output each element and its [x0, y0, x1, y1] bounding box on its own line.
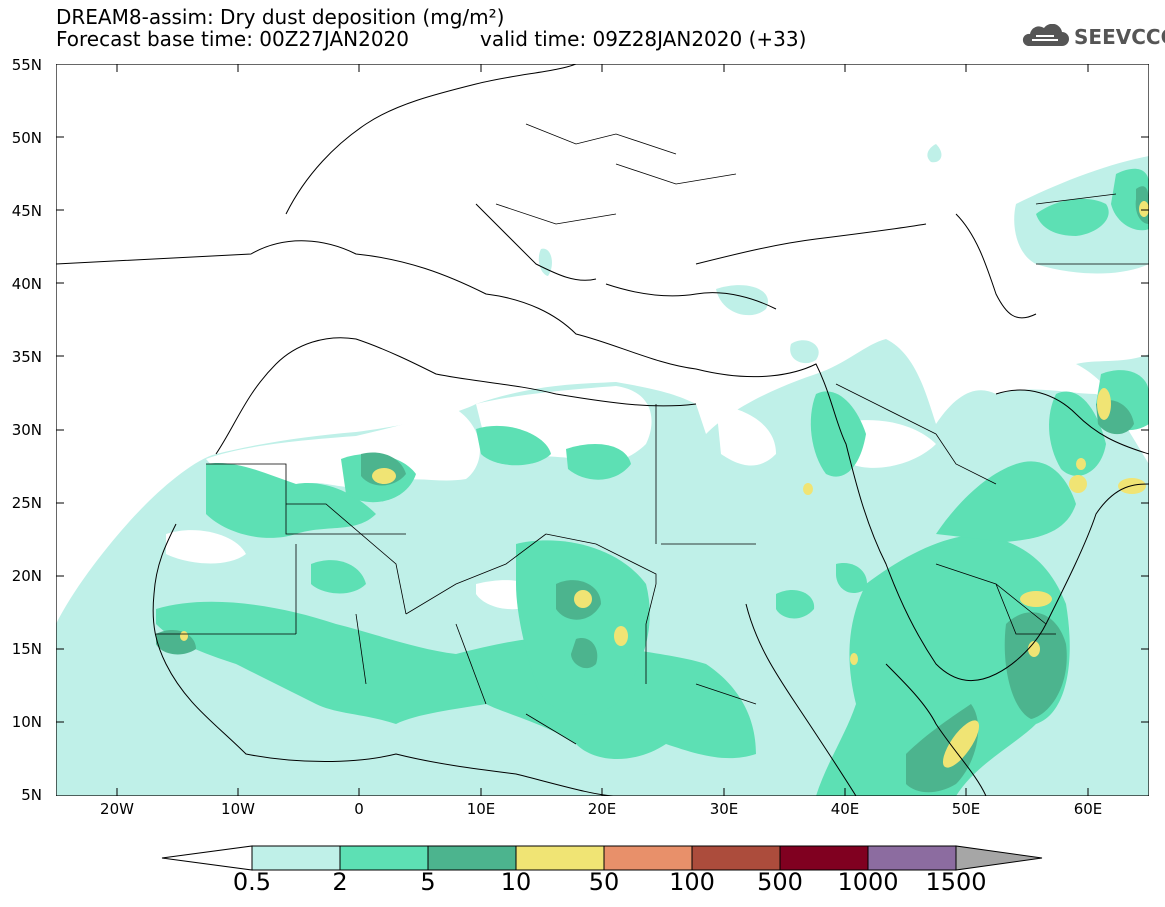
lat-label: 20N [11, 567, 42, 585]
colorbar-bin [339, 845, 429, 871]
colorbar-bin [779, 845, 869, 871]
lon-label: 60E [1073, 800, 1103, 818]
lat-label: 10N [11, 713, 42, 731]
lon-label: 50E [951, 800, 981, 818]
colorbar-label: 5 [420, 868, 436, 896]
colorbar-label: 0.5 [232, 868, 272, 896]
lat-label: 50N [11, 129, 42, 147]
colorbar-label: 2 [332, 868, 348, 896]
colorbar-bin [603, 845, 693, 871]
lon-label: 10E [466, 800, 496, 818]
lat-label: 5N [21, 786, 42, 804]
lon-label: 0 [354, 800, 364, 818]
logo-text: SEEVCCC [1074, 25, 1165, 49]
lat-label: 40N [11, 275, 42, 293]
seevccc-logo: SEEVCCC [1018, 24, 1165, 50]
colorbar [161, 845, 1043, 871]
forecast-base-time: Forecast base time: 00Z27JAN2020 [56, 27, 409, 51]
lat-label: 15N [11, 640, 42, 658]
lat-label: 45N [11, 202, 42, 220]
coastlines [56, 64, 1149, 796]
colorbar-label: 500 [757, 868, 803, 896]
colorbar-label: 10 [500, 868, 532, 896]
colorbar-bin [251, 845, 341, 871]
colorbar-bin [867, 845, 957, 871]
colorbar-label: 100 [669, 868, 715, 896]
valid-time: valid time: 09Z28JAN2020 (+33) [480, 27, 807, 51]
colorbar-over-triangle [955, 845, 1043, 871]
dust-deposition-map [56, 64, 1149, 796]
lat-label: 35N [11, 348, 42, 366]
colorbar-bin [515, 845, 605, 871]
lon-label: 20E [587, 800, 617, 818]
lat-label: 30N [11, 421, 42, 439]
lon-label: 40E [830, 800, 860, 818]
map-title: DREAM8-assim: Dry dust deposition (mg/m²… [56, 5, 505, 29]
axis-ticks [56, 64, 1149, 796]
cloud-icon [1022, 24, 1069, 46]
colorbar-label: 50 [588, 868, 620, 896]
colorbar-label: 1000 [837, 868, 899, 896]
colorbar-label: 1500 [925, 868, 987, 896]
lon-label: 10W [221, 800, 255, 818]
colorbar-bin [691, 845, 781, 871]
lat-label: 55N [11, 56, 42, 74]
colorbar-under-triangle [161, 845, 253, 871]
lat-label: 25N [11, 494, 42, 512]
lon-label: 20W [100, 800, 134, 818]
country-borders [156, 123, 1149, 745]
colorbar-bin [427, 845, 517, 871]
deposition-layer-2 [156, 168, 1149, 796]
lon-label: 30E [709, 800, 739, 818]
